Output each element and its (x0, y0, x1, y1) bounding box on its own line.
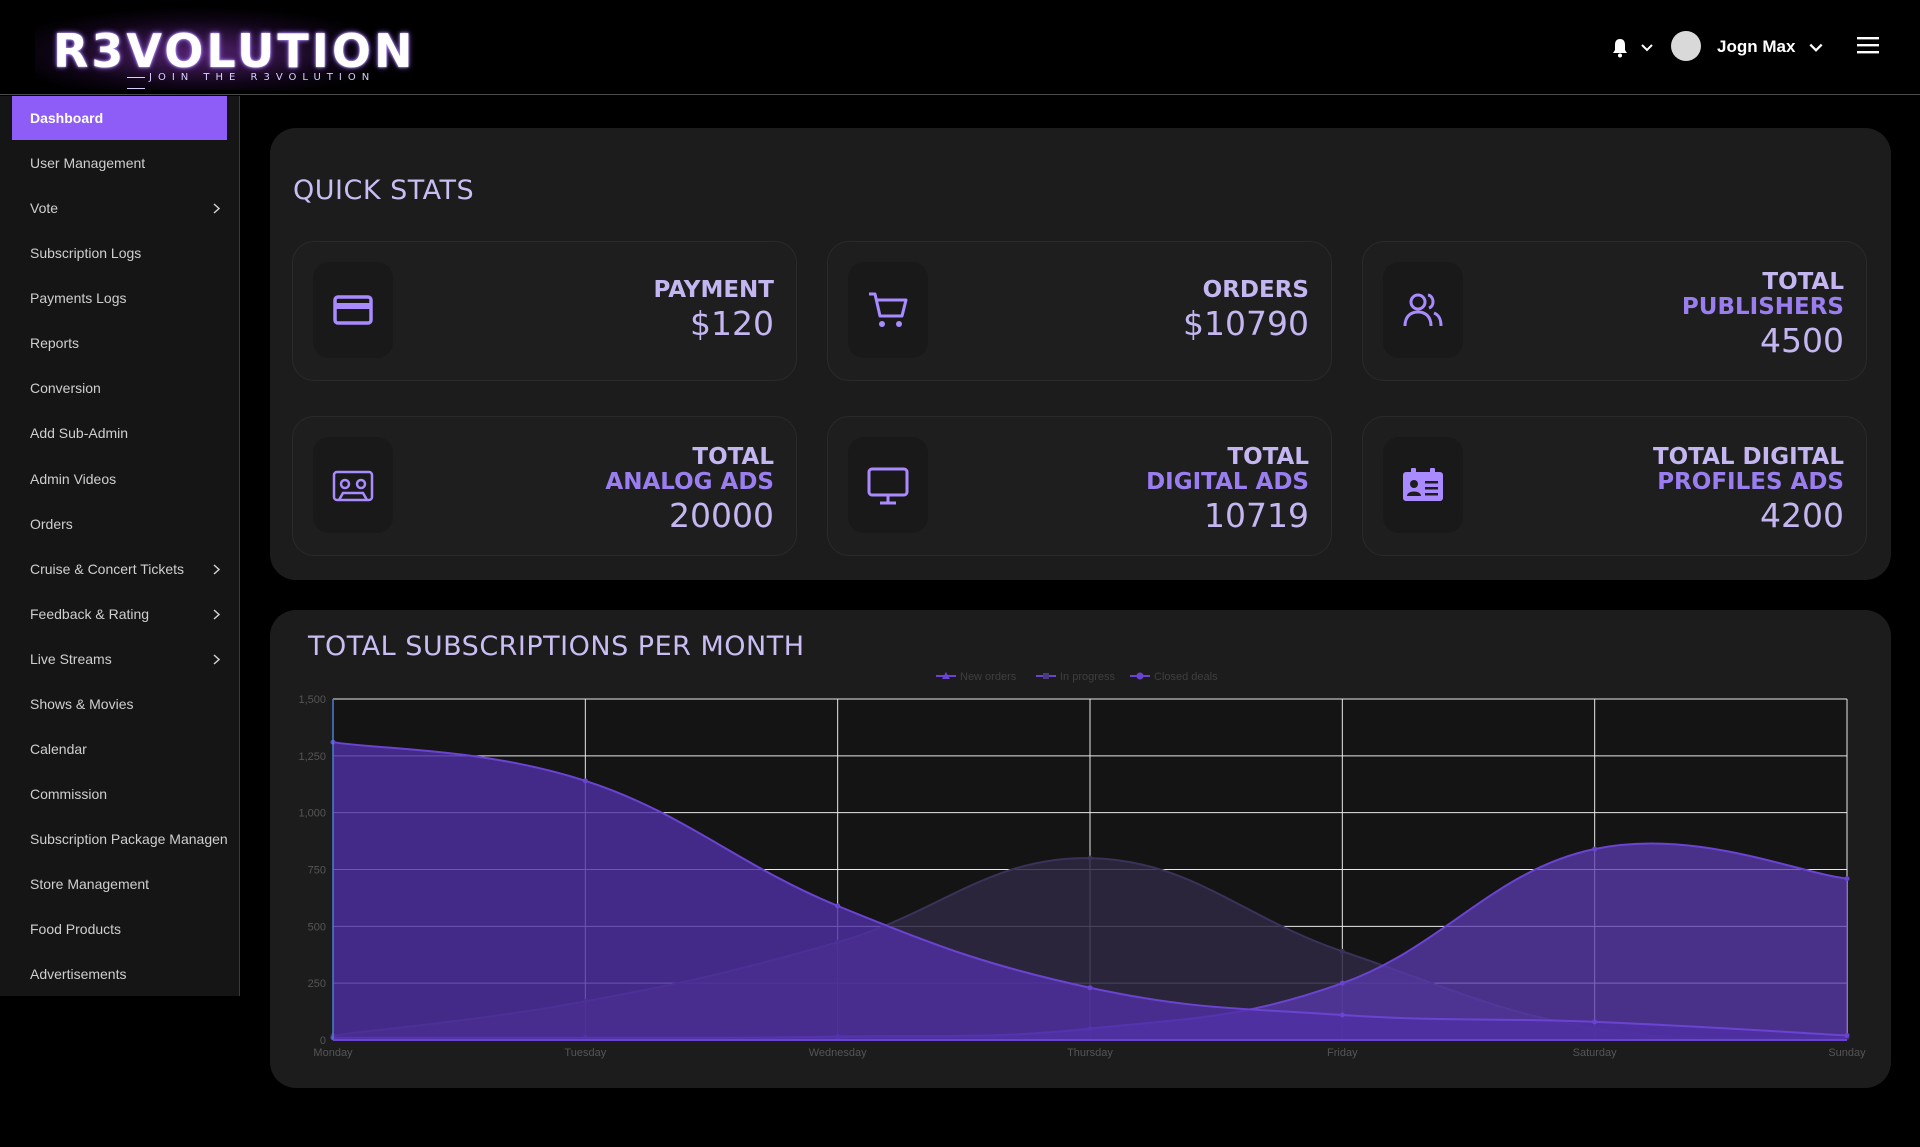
x-tick-label: Monday (313, 1047, 353, 1059)
y-tick-label: 1,250 (298, 751, 326, 763)
y-tick-label: 750 (308, 865, 326, 877)
data-point (1845, 876, 1850, 881)
x-tick-label: Tuesday (564, 1047, 606, 1059)
data-point (1340, 981, 1345, 986)
x-tick-label: Friday (1327, 1047, 1358, 1059)
data-point (835, 903, 840, 908)
data-point (1592, 847, 1597, 852)
legend-marker (1043, 673, 1049, 679)
legend-marker (1137, 673, 1144, 680)
data-point (1845, 1033, 1850, 1038)
x-tick-label: Wednesday (809, 1047, 867, 1059)
y-tick-label: 1,000 (298, 808, 326, 820)
legend-label: Closed deals (1154, 671, 1218, 683)
y-tick-label: 250 (308, 978, 326, 990)
data-point (1088, 856, 1093, 861)
data-point (1340, 1012, 1345, 1017)
y-tick-label: 0 (320, 1035, 326, 1047)
data-point (1088, 985, 1093, 990)
y-tick-label: 500 (308, 921, 326, 933)
data-point (583, 778, 588, 783)
data-point (1592, 1019, 1597, 1024)
legend-label: New orders (960, 671, 1017, 683)
legend-label: In progress (1060, 671, 1116, 683)
x-tick-label: Sunday (1828, 1047, 1866, 1059)
data-point (1340, 949, 1345, 954)
y-tick-label: 1,500 (298, 694, 326, 706)
x-tick-label: Thursday (1067, 1047, 1113, 1059)
x-tick-label: Saturday (1573, 1047, 1618, 1059)
